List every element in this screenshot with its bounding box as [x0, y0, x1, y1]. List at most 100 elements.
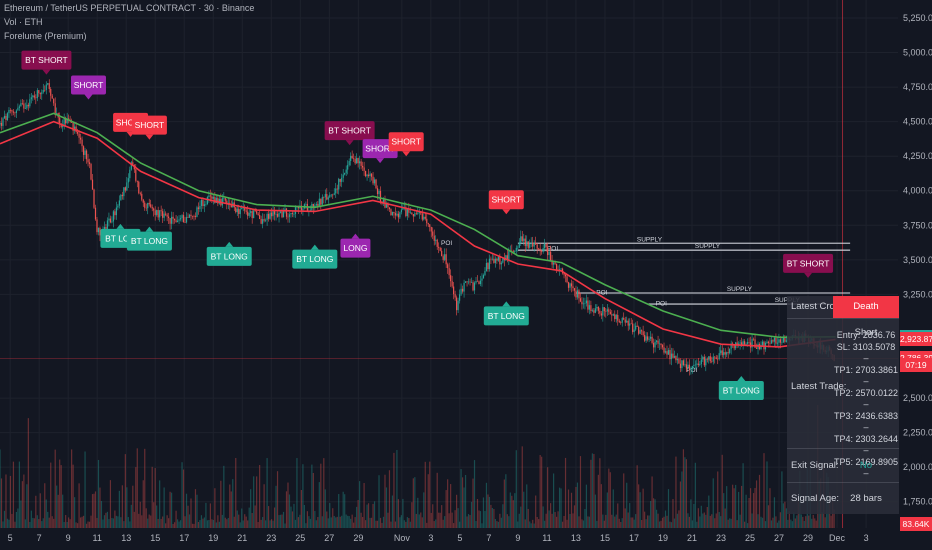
- long-signal[interactable]: BT LONG: [126, 226, 172, 251]
- candle-body: [451, 281, 453, 287]
- short-signal[interactable]: BT SHORT: [783, 253, 834, 278]
- volume-bar: [168, 518, 170, 528]
- volume-bar: [233, 516, 235, 528]
- volume-bar: [30, 510, 32, 528]
- long-signal[interactable]: BT LONG: [292, 244, 338, 269]
- volume-bar: [670, 522, 673, 528]
- candle-body: [8, 110, 10, 114]
- candle-body: [414, 213, 416, 217]
- volume-bar: [302, 464, 304, 528]
- short-signal[interactable]: SHORT: [131, 115, 167, 140]
- volume-bar: [457, 508, 459, 528]
- candle-body: [406, 208, 408, 217]
- candle-body: [91, 179, 94, 190]
- candle-body: [432, 231, 434, 236]
- candle-body: [648, 338, 650, 340]
- volume-bar: [458, 521, 461, 528]
- short-signal[interactable]: SHORT: [488, 190, 524, 215]
- volume-bar: [39, 493, 41, 528]
- candle-body: [309, 210, 311, 211]
- candle-body: [427, 223, 429, 225]
- volume-bar: [649, 501, 652, 528]
- volume-bar: [597, 474, 599, 528]
- candle-body: [496, 258, 498, 261]
- volume-bar: [427, 474, 429, 528]
- volume-bar: [514, 493, 516, 528]
- volume-bar: [118, 490, 120, 528]
- candle-body: [147, 202, 149, 209]
- trade-level-line: TP4: 2303.2644 –: [833, 433, 899, 456]
- volume-bar: [351, 514, 353, 528]
- volume-bar: [279, 514, 282, 528]
- candle-body: [781, 342, 783, 344]
- candle-body: [769, 343, 771, 344]
- candle-body: [687, 364, 689, 369]
- volume-bar: [341, 515, 343, 528]
- candle-body: [256, 211, 258, 214]
- candle-body: [694, 364, 696, 366]
- candle-body: [363, 167, 365, 171]
- candle-body: [463, 282, 465, 292]
- volume-bar: [342, 491, 344, 528]
- candle-body: [321, 197, 323, 205]
- volume-bar: [736, 520, 738, 528]
- candle-body: [196, 207, 198, 217]
- candle-body: [29, 99, 31, 107]
- volume-bar: [400, 515, 402, 528]
- volume-bar: [497, 521, 499, 528]
- symbol-title[interactable]: Ethereum / TetherUS PERPETUAL CONTRACT ·…: [4, 3, 255, 13]
- volume-bar: [396, 449, 398, 528]
- volume-bar: [521, 446, 523, 528]
- candle-body: [773, 337, 776, 342]
- volume-bar: [182, 469, 185, 528]
- short-signal[interactable]: BT SHORT: [324, 121, 375, 146]
- long-signal[interactable]: BT LONG: [718, 375, 764, 400]
- candle-body: [209, 195, 211, 197]
- volume-bar: [378, 475, 380, 528]
- volume-bar: [151, 466, 153, 528]
- volume-bar: [552, 473, 555, 528]
- volume-bar: [327, 518, 329, 528]
- candle-body: [75, 126, 77, 133]
- candle-body: [235, 207, 237, 213]
- volume-bar: [547, 467, 549, 528]
- volume-bar: [748, 497, 750, 528]
- volume-bar: [179, 520, 182, 528]
- candle-body: [632, 323, 634, 333]
- volume-bar: [376, 520, 379, 528]
- time-tick-label: 13: [571, 533, 581, 543]
- long-signal[interactable]: BT LONG: [483, 301, 529, 326]
- volume-bar: [769, 488, 771, 528]
- candle-body: [785, 340, 787, 342]
- candle-body: [26, 104, 28, 109]
- volume-bar: [354, 517, 356, 528]
- candle-body: [135, 169, 137, 181]
- long-signal[interactable]: BT LONG: [206, 241, 252, 266]
- volume-bar: [796, 515, 798, 528]
- candle-body: [420, 211, 422, 214]
- candle-body: [144, 202, 146, 208]
- long-signal[interactable]: LONG: [340, 233, 371, 258]
- short-signal[interactable]: BT SHORT: [21, 50, 72, 75]
- volume-bar: [520, 506, 522, 528]
- short-signal[interactable]: SHORT: [70, 75, 106, 100]
- volume-bar: [172, 523, 174, 528]
- candle-body: [87, 159, 89, 163]
- volume-bar: [20, 500, 22, 528]
- volume-bar: [788, 511, 790, 528]
- time-axis[interactable]: 5 7 9 11 13 15 17 19 21 23 25 27 29 Nov 3 5 7 9 11 13 15 17 19…: [0, 528, 898, 550]
- indicator-legend[interactable]: Forelume (Premium): [4, 31, 87, 41]
- volume-bar: [760, 516, 762, 528]
- volume-bar: [147, 518, 149, 528]
- volume-legend[interactable]: Vol · ETH: [4, 17, 43, 27]
- candle-body: [641, 330, 643, 332]
- candle-body: [312, 203, 314, 209]
- volume-bar: [157, 518, 159, 528]
- volume-bar: [833, 509, 835, 528]
- short-signal[interactable]: SHORT: [388, 132, 424, 157]
- price-axis[interactable]: 5,250.00 5,000.00 4,750.00 4,500.00 4,250.00…: [898, 0, 932, 550]
- candle-body: [702, 356, 704, 360]
- volume-bar: [357, 500, 359, 528]
- volume-bar: [266, 458, 268, 528]
